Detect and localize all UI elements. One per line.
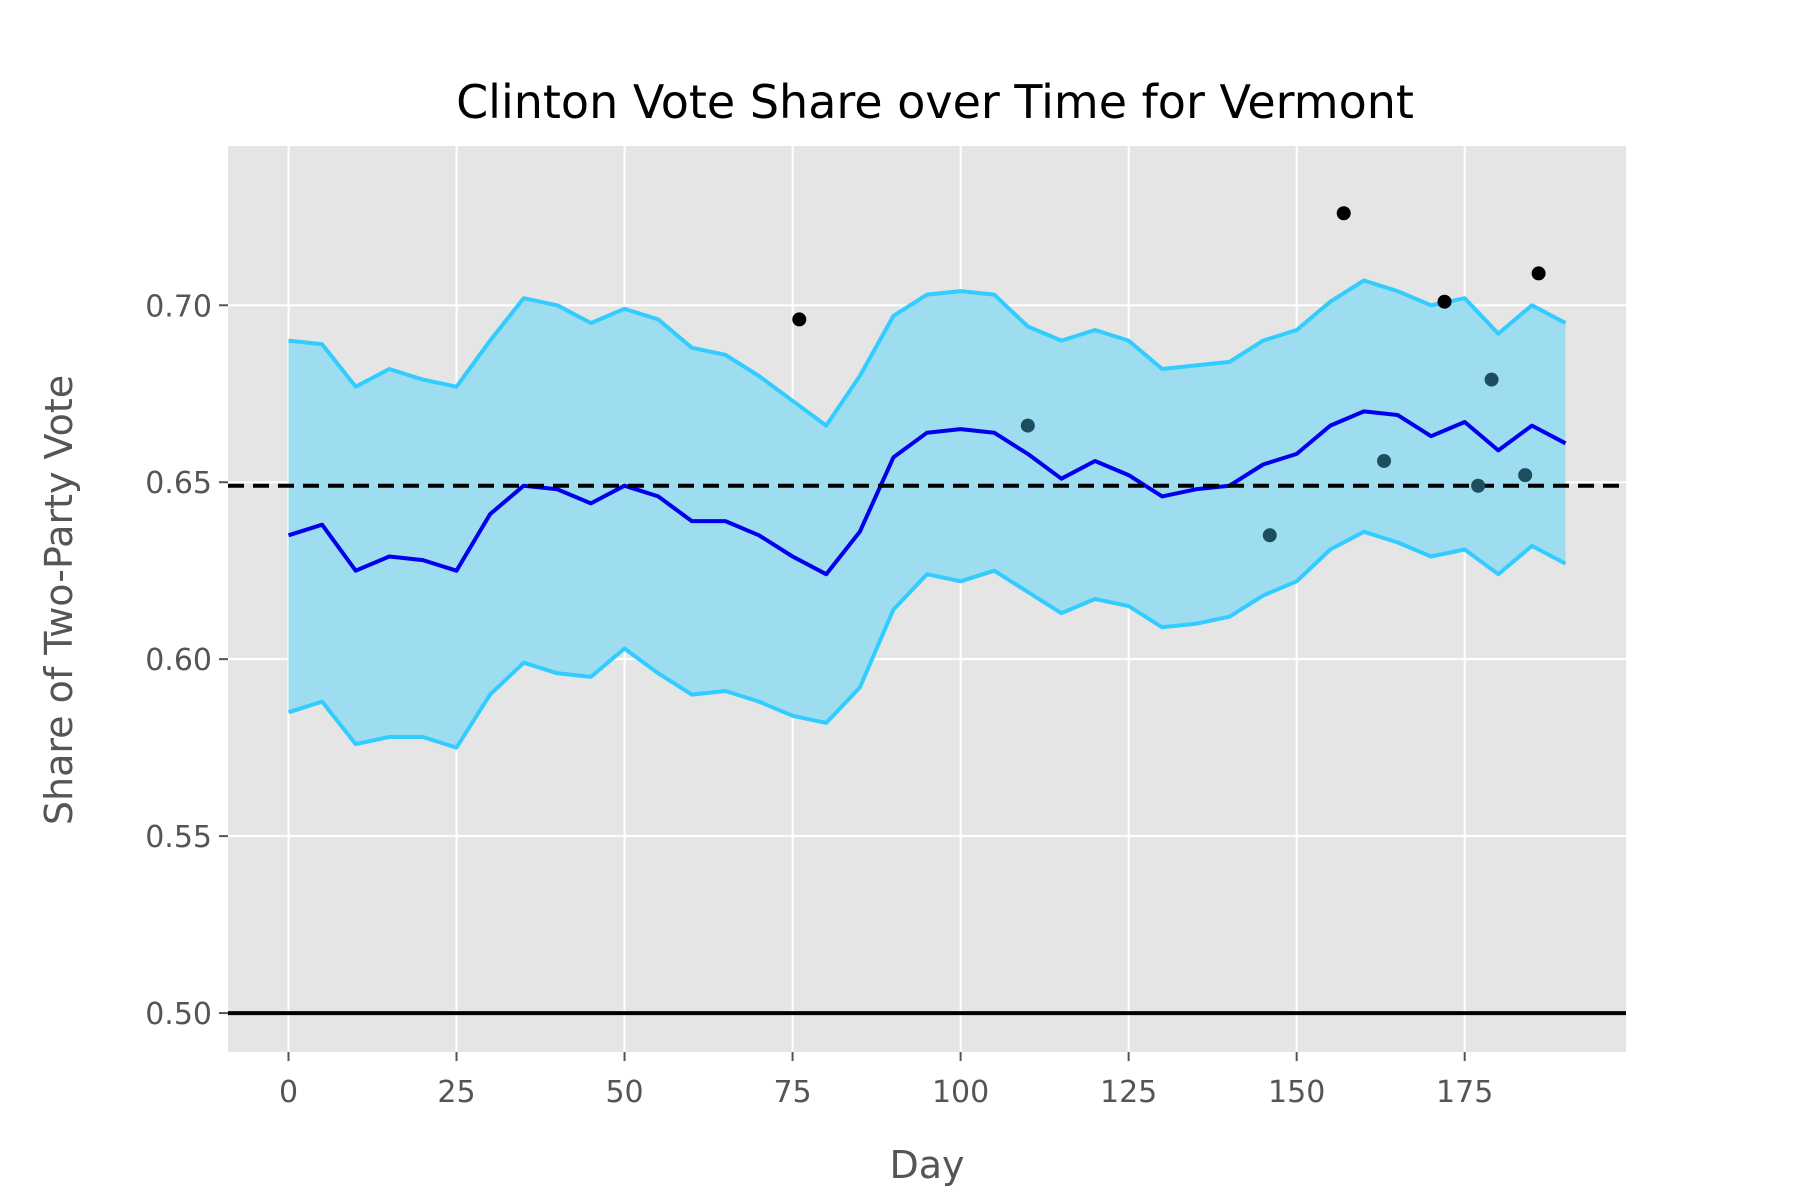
reference-lines — [228, 483, 1626, 1016]
x-tick-label: 100 — [932, 1075, 989, 1110]
poll-point — [1262, 528, 1277, 543]
poll-point — [1518, 468, 1533, 483]
y-tick-label: 0.70 — [145, 289, 212, 324]
poll-point — [1484, 372, 1499, 387]
x-tick-label: 125 — [1100, 1075, 1157, 1110]
x-tick-label: 0 — [279, 1075, 298, 1110]
poll-point — [1437, 294, 1452, 309]
x-tick-label: 150 — [1268, 1075, 1325, 1110]
poll-point — [1336, 206, 1351, 221]
x-tick-label: 175 — [1436, 1075, 1493, 1110]
upper-bound-line — [288, 278, 1567, 428]
mean-line — [287, 409, 1567, 577]
y-tick-label: 0.60 — [145, 643, 212, 678]
y-axis-ticks: 0.50 0.55 0.60 0.65 0.70 — [145, 289, 228, 1032]
poll-point — [1020, 418, 1035, 433]
x-axis-label: Day — [889, 1143, 964, 1187]
lower-bound-line — [287, 529, 1567, 750]
poll-point — [1531, 266, 1546, 281]
poll-point — [792, 312, 807, 327]
poll-point — [1377, 453, 1392, 468]
uncertainty-band — [288, 280, 1566, 748]
y-tick-label: 0.50 — [145, 997, 212, 1032]
series-lines — [287, 278, 1567, 750]
chart-title: Clinton Vote Share over Time for Vermont — [456, 75, 1414, 129]
y-tick-label: 0.55 — [145, 820, 212, 855]
poll-points — [792, 206, 1546, 543]
y-tick-label: 0.65 — [145, 466, 212, 501]
y-axis-label: Share of Two-Party Vote — [37, 375, 81, 825]
x-tick-label: 75 — [773, 1075, 811, 1110]
x-tick-label: 25 — [437, 1075, 475, 1110]
x-axis-ticks: 0 25 50 75 100 125 150 175 — [279, 1052, 1493, 1110]
band-fill — [288, 280, 1566, 748]
poll-point — [1471, 478, 1486, 493]
x-tick-label: 50 — [605, 1075, 643, 1110]
